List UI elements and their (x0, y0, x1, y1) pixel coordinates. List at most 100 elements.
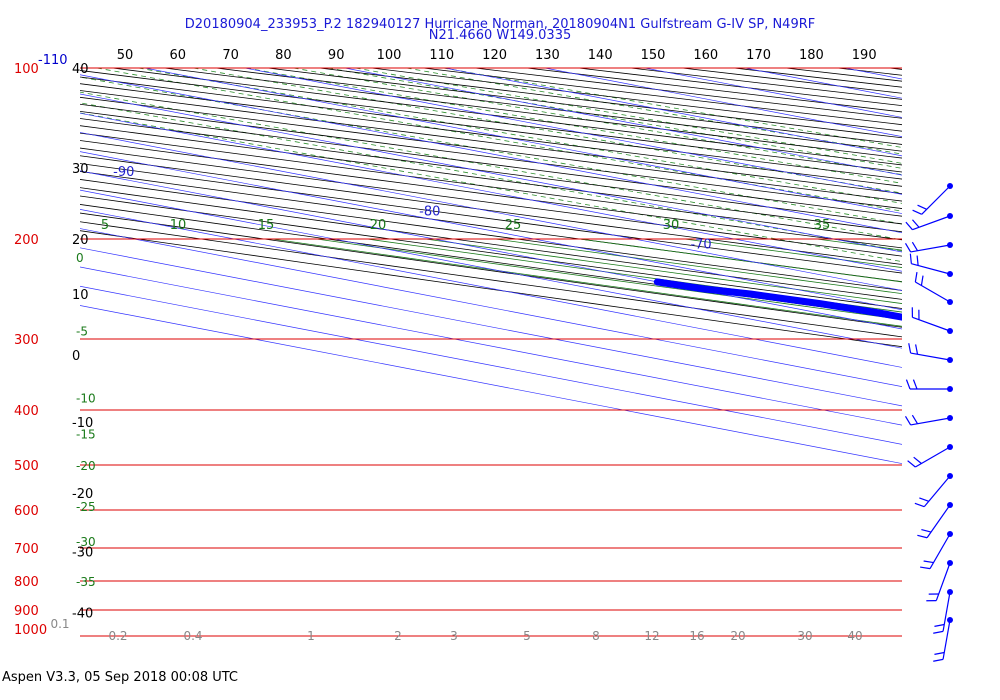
isotherm (80, 112, 902, 272)
fahrenheit-label: 120 (482, 48, 507, 63)
wind-barb-feather (914, 272, 918, 283)
fahrenheit-label: 70 (222, 48, 239, 63)
wind-barb-feather (908, 343, 912, 354)
dry-adiabat (80, 163, 902, 274)
mixing-ratio-line (80, 112, 902, 263)
isotherm (80, 285, 902, 445)
dry-adiabat (837, 68, 902, 76)
dry-adiabat (80, 155, 902, 265)
dry-adiabat (80, 171, 902, 283)
wind-barb-staff (929, 533, 951, 569)
wind-barb-feather (905, 221, 913, 231)
altitude-label: 30 (72, 162, 89, 177)
isotherm (444, 68, 902, 157)
mixing-ratio-line (138, 68, 902, 204)
dry-adiabat (80, 83, 902, 187)
theta-e-label: 30 (663, 218, 680, 233)
isotherm (244, 68, 902, 195)
isotherm (844, 68, 902, 80)
theta-e-label: 20 (370, 218, 387, 233)
mixing-ratio-line (80, 102, 902, 252)
altitude-label: -10 (72, 416, 93, 431)
dry-adiabat (80, 221, 902, 338)
wind-barb-feather (921, 528, 932, 533)
dry-adiabat (993, 68, 1000, 648)
mixing-ratio-label: 0.4 (183, 629, 202, 643)
wind-barb-feather (920, 566, 931, 570)
mixing-ratio-label: 0.1 (50, 617, 69, 631)
dry-adiabat (80, 195, 902, 309)
dry-adiabat (215, 68, 902, 152)
fahrenheit-label: 90 (328, 48, 345, 63)
fahrenheit-label: 110 (429, 48, 454, 63)
isotherm-label: -80 (419, 205, 440, 220)
fahrenheit-label: 80 (275, 48, 292, 63)
wind-barb-feather (919, 497, 929, 502)
mixing-ratio-label: 2 (394, 629, 402, 643)
mixing-ratio-label: 30 (797, 629, 812, 643)
mixing-ratio-label: 0.2 (108, 629, 127, 643)
isotherm (80, 170, 902, 330)
wind-barb-staff (923, 475, 951, 508)
fahrenheit-label: 150 (641, 48, 666, 63)
top-temperature-label: -110 (38, 53, 68, 68)
pressure-label: 400 (14, 404, 39, 419)
fahrenheit-label: 140 (588, 48, 613, 63)
dry-adiabat (80, 230, 902, 348)
fahrenheit-label: 180 (799, 48, 824, 63)
dry-adiabat (80, 179, 902, 291)
wind-barb-feather (916, 255, 919, 266)
wind-barb-staff (915, 446, 951, 468)
mixing-ratio-label: 12 (644, 629, 659, 643)
mixing-ratio-label: 8 (592, 629, 600, 643)
mixing-ratio-label: 16 (689, 629, 704, 643)
fahrenheit-label: 190 (852, 48, 877, 63)
fahrenheit-label: 50 (117, 48, 134, 63)
isotherm (80, 151, 902, 311)
theta-e-label: 10 (170, 218, 187, 233)
pressure-label: 200 (14, 233, 39, 248)
altitude-label: 0 (72, 349, 80, 364)
wind-barb-feather (917, 204, 927, 210)
dry-adiabat (80, 90, 902, 195)
wind-barb-feather (934, 623, 945, 627)
mixing-ratio-label: 40 (847, 629, 862, 643)
isotherm (80, 266, 902, 426)
wind-barb-feather (905, 379, 911, 390)
fahrenheit-label: 130 (535, 48, 560, 63)
dry-adiabat (630, 68, 902, 100)
wind-barb-feather (907, 460, 916, 468)
wind-barb-feather (914, 502, 925, 508)
pressure-label: 600 (14, 504, 39, 519)
wind-barb-feather (904, 243, 912, 253)
footer-info: Aspen V3.3, 05 Sep 2018 00:08 UTC (2, 670, 239, 685)
altitude-label: 20 (72, 233, 89, 248)
pressure-label: 100 (14, 62, 39, 77)
wind-barb-feather (923, 560, 934, 564)
wind-barbs (904, 183, 953, 662)
dry-adiabat (80, 103, 902, 209)
isotherm-label: -90 (113, 165, 134, 180)
dry-adiabat (80, 147, 902, 257)
pressure-label: 800 (14, 575, 39, 590)
dry-adiabat-label: -20 (76, 459, 96, 473)
wind-barb-staff (921, 185, 951, 215)
wind-barb-staff (926, 504, 951, 539)
dry-adiabat-label: -30 (76, 535, 96, 549)
isotherm (80, 74, 902, 234)
wind-barb-feather (912, 379, 918, 390)
dry-adiabat (80, 96, 902, 202)
isotherm (80, 132, 902, 291)
altitude-label: -30 (72, 546, 93, 561)
dry-adiabat (80, 140, 902, 249)
dry-adiabat (80, 204, 902, 319)
wind-barb-feather (904, 416, 912, 426)
altitude-label: -20 (72, 487, 93, 502)
dry-adiabat (80, 125, 902, 233)
fahrenheit-label: 60 (170, 48, 187, 63)
dry-adiabat-label: 0 (76, 251, 84, 265)
dry-adiabat (889, 68, 902, 70)
isotherm (80, 208, 902, 368)
isotherm (744, 68, 902, 99)
